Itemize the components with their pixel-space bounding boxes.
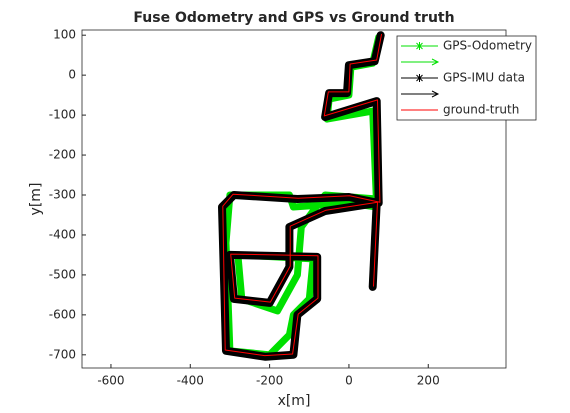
y-tick-label: -300 (49, 188, 76, 202)
y-tick-label: -400 (49, 227, 76, 241)
y-tick-label: 100 (53, 28, 76, 42)
legend-marker (415, 42, 424, 50)
plot-area (218, 31, 385, 361)
x-tick-label: -400 (177, 374, 204, 388)
legend-label: GPS-IMU data (443, 71, 525, 85)
chart-title: Fuse Odometry and GPS vs Ground truth (133, 10, 454, 26)
legend-marker (415, 74, 424, 82)
legend-arrow (401, 58, 440, 66)
y-axis-label: y[m] (28, 183, 44, 216)
legend-label: ground-truth (443, 103, 519, 117)
x-axis-label: x[m] (278, 393, 311, 409)
x-tick-label: 0 (345, 374, 353, 388)
axes-box (81, 29, 507, 369)
trajectory (222, 33, 382, 357)
legend-label: GPS-Odometry (443, 39, 532, 53)
legend-arrow (401, 90, 440, 98)
x-tick-label: -200 (256, 374, 283, 388)
y-tick-label: 0 (68, 68, 76, 82)
y-tick-label: -700 (49, 347, 76, 361)
x-tick-label: -600 (97, 374, 124, 388)
y-tick-label: -100 (49, 108, 76, 122)
y-tick-label: -200 (49, 148, 76, 162)
y-tick-label: -600 (49, 307, 76, 321)
x-tick-label: 200 (417, 374, 440, 388)
y-tick-label: -500 (49, 267, 76, 281)
